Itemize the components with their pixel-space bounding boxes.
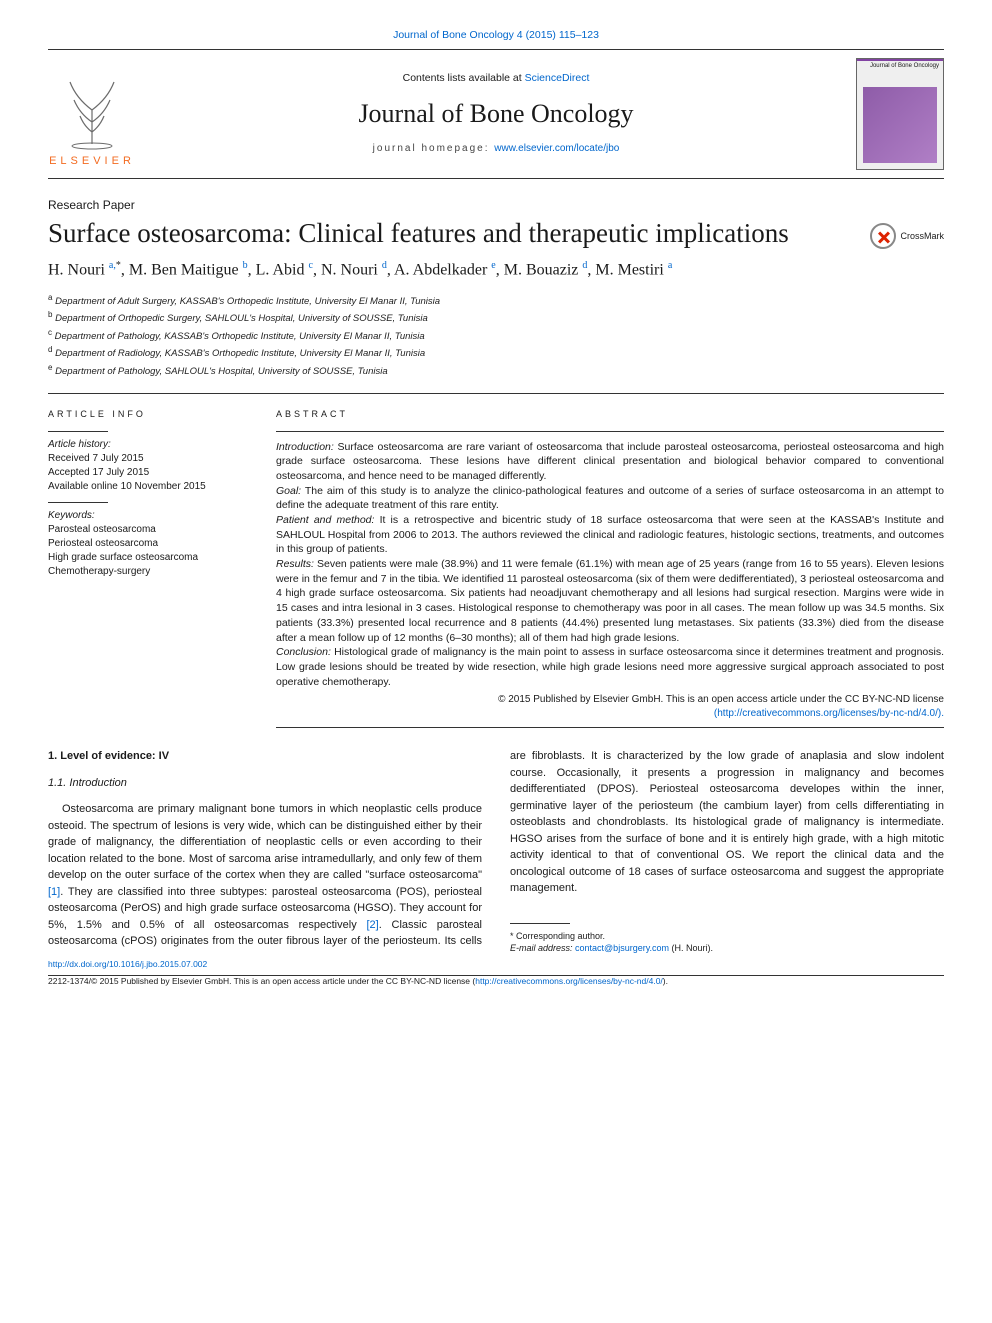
affiliation: c Department of Pathology, KASSAB's Orth… [48, 327, 944, 344]
history-heading: Article history: [48, 438, 248, 452]
corresponding-author: * Corresponding author. E-mail address: … [510, 923, 944, 955]
authors-list: H. Nouri a,*, M. Ben Maitigue b, L. Abid… [48, 259, 944, 282]
contents-prefix: Contents lists available at [403, 72, 525, 84]
article-title: Surface osteosarcoma: Clinical features … [48, 217, 870, 251]
keywords-heading: Keywords: [48, 509, 248, 523]
crossmark-label: CrossMark [900, 230, 944, 243]
footer-issn: 2212-1374/© 2015 Published by Elsevier G… [48, 976, 475, 986]
abstract-column: ABSTRACT Introduction: Surface osteosarc… [276, 408, 944, 728]
corr-email-link[interactable]: contact@bjsurgery.com [575, 943, 669, 953]
page-footer: http://dx.doi.org/10.1016/j.jbo.2015.07.… [48, 959, 944, 988]
keyword: Parosteal osteosarcoma [48, 523, 248, 537]
elsevier-logo: ELSEVIER [48, 58, 136, 170]
body-text: Osteosarcoma are primary malignant bone … [48, 803, 482, 881]
article-type: Research Paper [48, 197, 944, 214]
journal-name: Journal of Bone Oncology [136, 96, 856, 132]
abstract-copyright: © 2015 Published by Elsevier GmbH. This … [498, 694, 944, 705]
affiliation: a Department of Adult Surgery, KASSAB's … [48, 292, 944, 309]
abstract-label: ABSTRACT [276, 408, 944, 421]
doi-link[interactable]: http://dx.doi.org/10.1016/j.jbo.2015.07.… [48, 959, 207, 969]
abstract-paragraph: Patient and method: It is a retrospectiv… [276, 513, 944, 557]
section-1-1-heading: 1.1. Introduction [48, 775, 482, 792]
ref-2-link[interactable]: [2] [366, 919, 378, 931]
elsevier-tree-icon [56, 70, 128, 150]
corr-email-who: (H. Nouri). [669, 943, 713, 953]
contents-available: Contents lists available at ScienceDirec… [136, 71, 856, 86]
ref-1-link[interactable]: [1] [48, 886, 60, 898]
journal-homepage: journal homepage: www.elsevier.com/locat… [136, 142, 856, 156]
elsevier-wordmark: ELSEVIER [49, 154, 135, 169]
abstract-paragraph: Conclusion: Histological grade of malign… [276, 645, 944, 689]
keyword: High grade surface osteosarcoma [48, 551, 248, 565]
affiliation: e Department of Pathology, SAHLOUL's Hos… [48, 362, 944, 379]
citation-link[interactable]: Journal of Bone Oncology 4 (2015) 115–12… [393, 29, 599, 41]
abstract-paragraph: Goal: The aim of this study is to analyz… [276, 484, 944, 513]
abstract-paragraph: Results: Seven patients were male (38.9%… [276, 557, 944, 645]
cover-title: Journal of Bone Oncology [861, 63, 939, 70]
article-body: 1. Level of evidence: IV 1.1. Introducti… [48, 748, 944, 955]
corr-star: * Corresponding author. [510, 930, 944, 943]
license-link[interactable]: (http://creativecommons.org/licenses/by-… [714, 708, 944, 719]
journal-cover-thumbnail: Journal of Bone Oncology [856, 58, 944, 170]
crossmark-icon [870, 223, 896, 249]
keyword: Periosteal osteosarcoma [48, 537, 248, 551]
affiliations: a Department of Adult Surgery, KASSAB's … [48, 292, 944, 379]
homepage-link[interactable]: www.elsevier.com/locate/jbo [494, 143, 619, 154]
history-line: Available online 10 November 2015 [48, 480, 248, 494]
section-1-heading: 1. Level of evidence: IV [48, 748, 482, 765]
corr-email-label: E-mail address: [510, 943, 575, 953]
affiliation: b Department of Orthopedic Surgery, SAHL… [48, 309, 944, 326]
history-line: Received 7 July 2015 [48, 452, 248, 466]
history-line: Accepted 17 July 2015 [48, 466, 248, 480]
citation-line: Journal of Bone Oncology 4 (2015) 115–12… [48, 28, 944, 43]
journal-header: ELSEVIER Contents lists available at Sci… [48, 49, 944, 179]
keyword: Chemotherapy-surgery [48, 565, 248, 579]
article-info-column: ARTICLE INFO Article history: Received 7… [48, 408, 248, 728]
crossmark-badge[interactable]: CrossMark [870, 223, 944, 249]
footer-issn-close: ). [663, 976, 668, 986]
abstract-paragraph: Introduction: Surface osteosarcoma are r… [276, 440, 944, 484]
homepage-prefix: journal homepage: [373, 143, 495, 154]
footer-license-link[interactable]: http://creativecommons.org/licenses/by-n… [475, 976, 663, 986]
article-info-label: ARTICLE INFO [48, 408, 248, 421]
affiliation: d Department of Radiology, KASSAB's Orth… [48, 344, 944, 361]
sciencedirect-link[interactable]: ScienceDirect [525, 72, 590, 84]
